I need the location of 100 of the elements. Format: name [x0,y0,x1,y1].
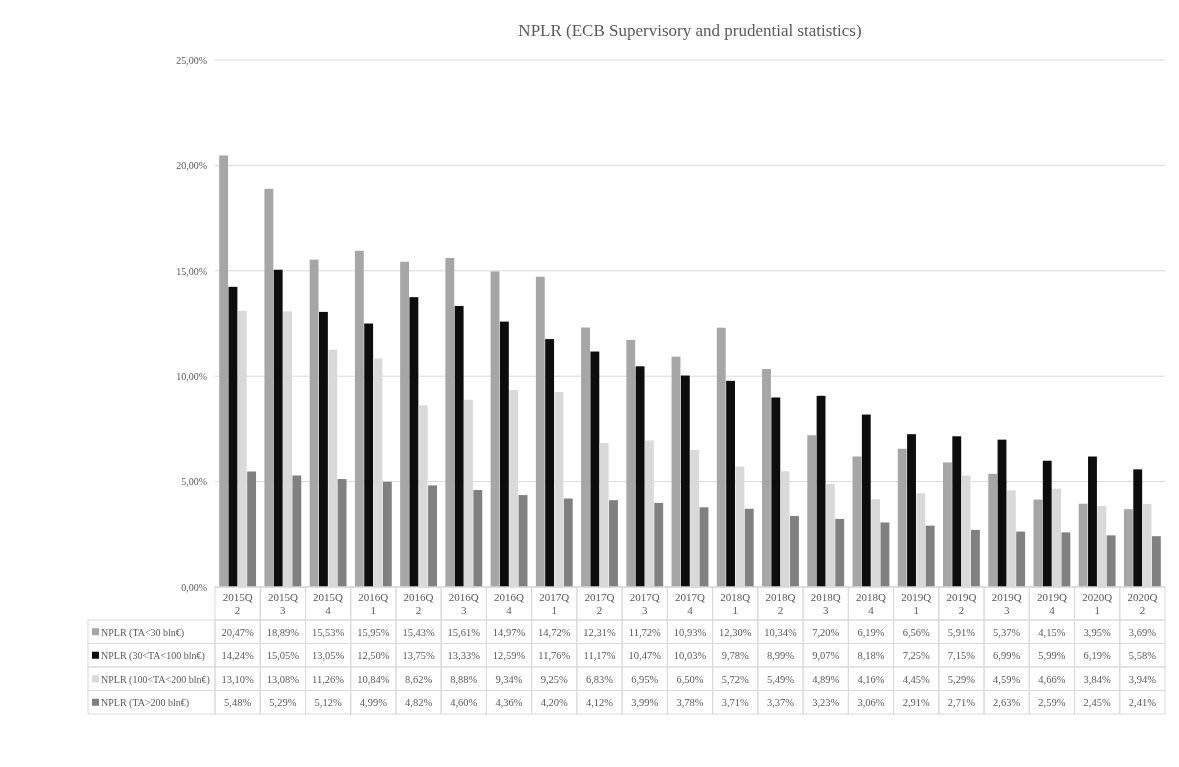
data-label: 2,59% [1038,697,1066,709]
data-label: 2,63% [993,697,1021,709]
data-label: 4,45% [902,673,930,685]
data-label: 15,95% [357,626,390,638]
data-label: 14,24% [221,650,255,662]
y-tick-label: 25,00% [176,54,207,66]
data-label: 12,50% [357,650,390,662]
data-label: 3,95% [1083,626,1111,638]
bar [409,297,419,587]
bar [535,276,545,587]
bar [1133,469,1143,587]
data-label: 6,56% [902,626,930,638]
chart-title: NPLR (ECB Supervisory and prudential statistics) [518,21,862,40]
bar [726,380,736,587]
x-tick-label: 2015Q3 [267,591,298,616]
bar [1088,456,1097,587]
x-tick-label: 2018Q2 [765,591,796,616]
bar [609,500,618,587]
data-label: 4,99% [359,697,388,709]
data-label: 2,71% [947,697,976,709]
x-tick-label: 2018Q3 [810,591,841,616]
data-label: 3,23% [812,697,840,709]
bar [319,311,328,587]
data-label: 20,47% [221,626,255,638]
x-tick-label: 2017Q2 [584,591,615,616]
data-label: 8,62% [405,673,433,685]
data-label: 7,25% [902,650,930,662]
bar [790,515,799,587]
data-label: 8,88% [450,673,478,685]
data-label: 5,12% [314,697,342,709]
bar [445,257,455,587]
data-label: 4,82% [405,697,433,709]
data-label: 3,84% [1083,673,1111,685]
data-label: 2,91% [902,697,930,709]
data-label: 3,69% [1128,626,1157,638]
x-tick-label: 2015Q4 [313,591,344,616]
y-tick-label: 0,00% [181,581,207,593]
data-label: 10,93% [673,626,707,638]
x-tick-label: 2015Q2 [222,591,253,616]
bar [563,498,573,587]
bar [382,481,392,587]
y-tick-label: 15,00% [176,265,207,277]
data-label: 11,17% [583,650,616,662]
data-label: 14,72% [538,626,571,638]
bar [680,375,690,587]
x-tick-label: 2019Q4 [1036,591,1067,616]
data-label: 5,29% [947,673,976,685]
bar [428,485,437,587]
x-tick-label: 2016Q4 [494,591,525,616]
data-label: 8,99% [766,650,795,662]
data-label: 5,99% [1038,650,1066,662]
bar [545,339,555,587]
data-label: 14,97% [492,626,526,638]
x-tick-label: 2020Q2 [1127,591,1158,616]
legend-label: NPLR (TA<30 bln€) [101,626,185,639]
x-tick-label: 2016Q2 [403,591,434,616]
bar [952,436,962,587]
data-label: 4,16% [857,673,885,685]
data-label: 4,36% [495,697,523,709]
bar [1042,460,1052,587]
data-label: 4,20% [540,697,569,709]
y-tick-label: 10,00% [176,370,207,382]
bar [247,471,257,587]
data-label: 6,19% [1083,650,1111,662]
data-label: 15,61% [447,626,481,638]
x-tick-label: 2017Q1 [539,591,570,616]
bar [807,435,817,587]
bar [1123,509,1133,587]
data-label: 6,95% [631,673,659,685]
bar [581,327,590,587]
data-label: 3,94% [1128,673,1157,685]
data-label: 5,37% [993,626,1021,638]
x-tick-label: 2019Q1 [901,591,932,616]
x-tick-label: 2018Q1 [720,591,751,616]
bar [590,351,600,587]
data-label: 4,15% [1038,626,1066,638]
data-label: 9,07% [812,650,840,662]
data-label: 4,89% [812,673,840,685]
bar [400,261,410,587]
x-tick-label: 2019Q3 [991,591,1022,616]
bar [337,479,347,587]
bar [861,414,871,587]
data-label: 7,15% [947,650,976,662]
data-label: 4,60% [450,697,478,709]
bar [907,434,916,587]
data-label: 5,91% [947,626,976,638]
bar [835,518,845,587]
bar [219,155,229,587]
data-label: 4,66% [1038,673,1066,685]
x-tick-label: 2017Q4 [675,591,706,616]
data-label: 5,49% [766,673,795,685]
bar [1078,503,1088,587]
data-label: 15,43% [402,626,436,638]
bar [1016,531,1026,587]
data-label: 3,37% [766,697,795,709]
bar [880,522,890,587]
bar [744,508,754,587]
data-label: 11,26% [312,673,345,685]
bar [499,321,509,587]
data-label: 9,78% [721,650,750,662]
